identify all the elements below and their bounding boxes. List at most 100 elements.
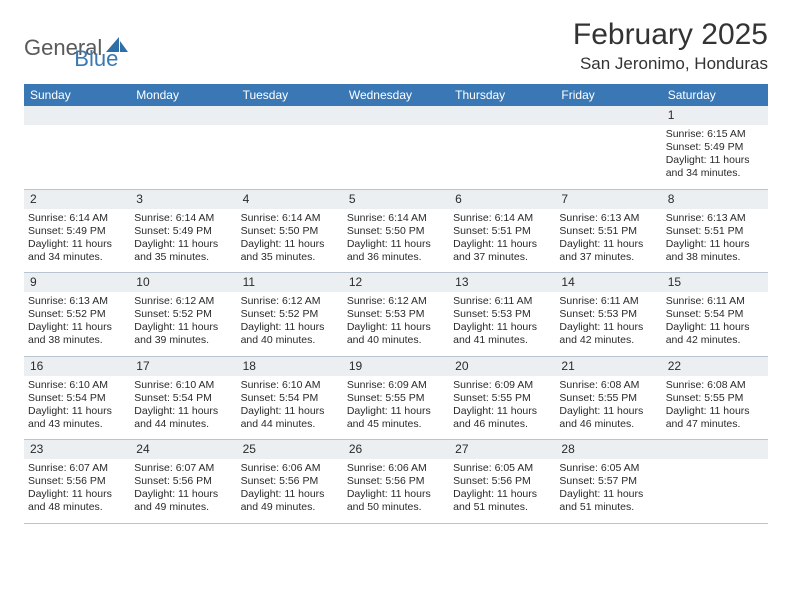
day-info-line: Daylight: 11 hours [28,488,126,501]
calendar-weeks: ......1Sunrise: 6:15 AMSunset: 5:49 PMDa… [24,106,768,524]
day-number: 12 [343,273,449,292]
day-info-line: and 40 minutes. [241,334,339,347]
day-info-line: and 46 minutes. [559,418,657,431]
day-info-line: and 34 minutes. [28,251,126,264]
day-info-line: and 49 minutes. [134,501,232,514]
day-info-line: Daylight: 11 hours [559,238,657,251]
weekday-friday: Friday [555,84,661,106]
day-info-line: Sunset: 5:49 PM [666,141,764,154]
day-info-line: and 37 minutes. [559,251,657,264]
day-number: 7 [555,190,661,209]
day-info-line: and 37 minutes. [453,251,551,264]
day-info-line: Sunrise: 6:09 AM [347,379,445,392]
day-cell-26: 26Sunrise: 6:06 AMSunset: 5:56 PMDayligh… [343,440,449,523]
day-info-line: Daylight: 11 hours [453,238,551,251]
day-cell-19: 19Sunrise: 6:09 AMSunset: 5:55 PMDayligh… [343,357,449,440]
day-number: 20 [449,357,555,376]
day-info-line: Sunrise: 6:07 AM [134,462,232,475]
day-info-line: Daylight: 11 hours [134,405,232,418]
day-info-line: Sunset: 5:53 PM [453,308,551,321]
day-number: 19 [343,357,449,376]
day-cell-22: 22Sunrise: 6:08 AMSunset: 5:55 PMDayligh… [662,357,768,440]
day-info-line: Sunset: 5:54 PM [666,308,764,321]
day-number: . [343,106,449,125]
day-cell-empty: . [449,106,555,189]
day-cell-10: 10Sunrise: 6:12 AMSunset: 5:52 PMDayligh… [130,273,236,356]
location-label: San Jeronimo, Honduras [573,54,768,74]
day-number: 2 [24,190,130,209]
day-cell-8: 8Sunrise: 6:13 AMSunset: 5:51 PMDaylight… [662,190,768,273]
day-info-line: Sunrise: 6:11 AM [453,295,551,308]
day-info-line: Sunrise: 6:06 AM [347,462,445,475]
day-cell-empty: . [130,106,236,189]
day-info-line: Daylight: 11 hours [241,321,339,334]
week-row: 23Sunrise: 6:07 AMSunset: 5:56 PMDayligh… [24,440,768,524]
day-info-line: Sunset: 5:49 PM [134,225,232,238]
day-cell-14: 14Sunrise: 6:11 AMSunset: 5:53 PMDayligh… [555,273,661,356]
day-number: 11 [237,273,343,292]
day-info-line: Sunrise: 6:13 AM [559,212,657,225]
day-info-line: Sunset: 5:56 PM [28,475,126,488]
day-info-line: Daylight: 11 hours [666,154,764,167]
day-info-line: and 46 minutes. [453,418,551,431]
day-info-line: and 51 minutes. [559,501,657,514]
day-info-line: and 35 minutes. [241,251,339,264]
day-cell-18: 18Sunrise: 6:10 AMSunset: 5:54 PMDayligh… [237,357,343,440]
day-cell-23: 23Sunrise: 6:07 AMSunset: 5:56 PMDayligh… [24,440,130,523]
day-number: 6 [449,190,555,209]
day-number: 16 [24,357,130,376]
day-number: 4 [237,190,343,209]
day-number: 5 [343,190,449,209]
day-cell-7: 7Sunrise: 6:13 AMSunset: 5:51 PMDaylight… [555,190,661,273]
weekday-monday: Monday [130,84,236,106]
day-cell-13: 13Sunrise: 6:11 AMSunset: 5:53 PMDayligh… [449,273,555,356]
day-info-line: Sunrise: 6:14 AM [241,212,339,225]
day-info-line: and 43 minutes. [28,418,126,431]
day-cell-15: 15Sunrise: 6:11 AMSunset: 5:54 PMDayligh… [662,273,768,356]
day-cell-24: 24Sunrise: 6:07 AMSunset: 5:56 PMDayligh… [130,440,236,523]
day-info-line: Sunrise: 6:13 AM [28,295,126,308]
day-number: 26 [343,440,449,459]
day-info-line: and 36 minutes. [347,251,445,264]
day-info-line: Daylight: 11 hours [666,238,764,251]
day-info-line: Sunset: 5:55 PM [666,392,764,405]
day-info-line: Sunset: 5:50 PM [347,225,445,238]
day-info-line: Sunrise: 6:05 AM [559,462,657,475]
weekday-wednesday: Wednesday [343,84,449,106]
day-info-line: Sunset: 5:55 PM [559,392,657,405]
day-number: . [130,106,236,125]
day-info-line: Daylight: 11 hours [347,321,445,334]
day-info-line: and 50 minutes. [347,501,445,514]
week-row: 9Sunrise: 6:13 AMSunset: 5:52 PMDaylight… [24,273,768,357]
day-info-line: and 41 minutes. [453,334,551,347]
day-cell-2: 2Sunrise: 6:14 AMSunset: 5:49 PMDaylight… [24,190,130,273]
logo: General Blue [24,24,118,72]
day-cell-empty: . [343,106,449,189]
day-info-line: Sunset: 5:50 PM [241,225,339,238]
day-info-line: Sunrise: 6:14 AM [453,212,551,225]
title-block: February 2025 San Jeronimo, Honduras [573,18,768,74]
day-cell-21: 21Sunrise: 6:08 AMSunset: 5:55 PMDayligh… [555,357,661,440]
day-info-line: Daylight: 11 hours [28,405,126,418]
day-number: 21 [555,357,661,376]
day-info-line: Daylight: 11 hours [241,488,339,501]
day-info-line: Sunrise: 6:10 AM [134,379,232,392]
day-info-line: Sunrise: 6:12 AM [347,295,445,308]
logo-text-blue: Blue [74,46,118,72]
day-cell-empty: . [662,440,768,523]
day-info-line: and 44 minutes. [241,418,339,431]
day-info-line: Daylight: 11 hours [134,238,232,251]
day-info-line: Sunrise: 6:10 AM [28,379,126,392]
day-number: 24 [130,440,236,459]
day-info-line: Sunset: 5:56 PM [347,475,445,488]
weekday-tuesday: Tuesday [237,84,343,106]
day-info-line: Daylight: 11 hours [28,238,126,251]
day-cell-empty: . [237,106,343,189]
day-info-line: Daylight: 11 hours [28,321,126,334]
day-info-line: Daylight: 11 hours [241,405,339,418]
day-info-line: Daylight: 11 hours [453,488,551,501]
day-info-line: Sunrise: 6:08 AM [666,379,764,392]
day-info-line: Daylight: 11 hours [666,405,764,418]
day-info-line: Sunrise: 6:05 AM [453,462,551,475]
day-info-line: Daylight: 11 hours [559,488,657,501]
